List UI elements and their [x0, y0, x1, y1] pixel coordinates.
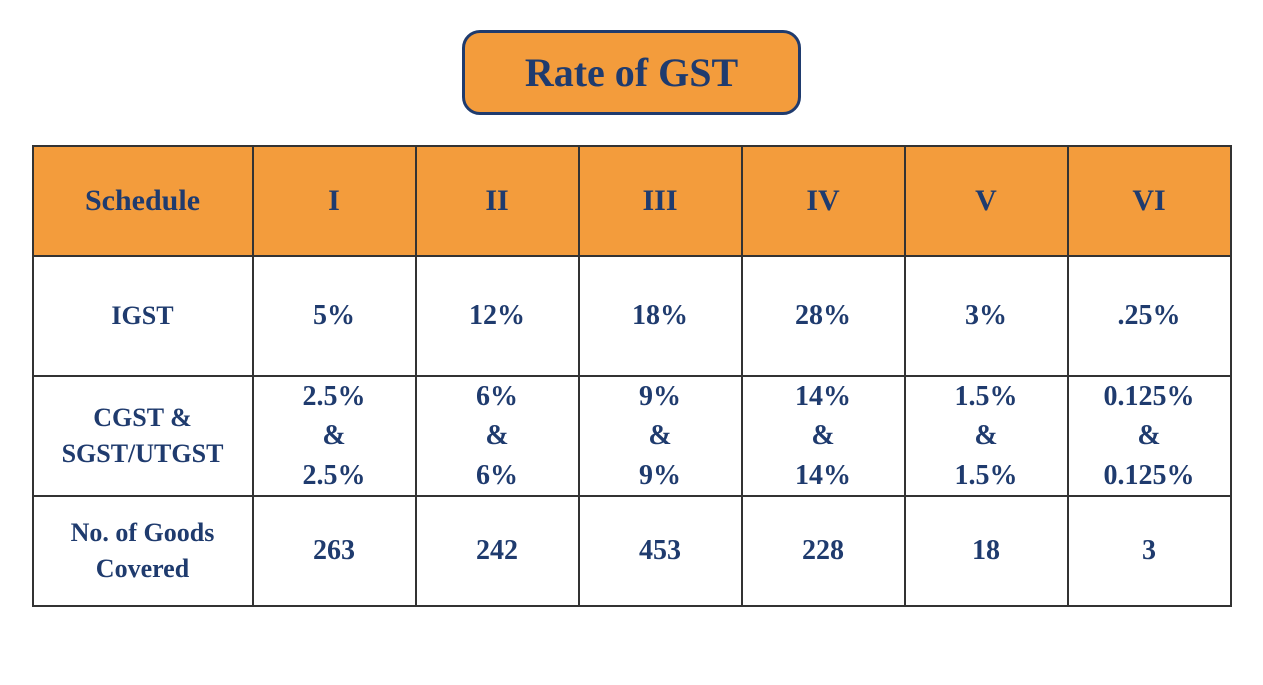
- header-schedule: Schedule: [33, 146, 253, 256]
- cgst-i-line3: 2.5%: [303, 460, 366, 491]
- goods-cell-ii: 242: [416, 496, 579, 606]
- cgst-cell-iv: 14% & 14%: [742, 376, 905, 496]
- cgst-cell-vi: 0.125% & 0.125%: [1068, 376, 1231, 496]
- igst-cell-iii: 18%: [579, 256, 742, 376]
- header-col-i: I: [253, 146, 416, 256]
- cgst-sgst-row: CGST & SGST/UTGST 2.5% & 2.5% 6% & 6% 9%…: [33, 376, 1231, 496]
- gst-table-container: Schedule I II III IV V VI IGST 5% 12% 18…: [32, 145, 1232, 607]
- cgst-vi-line2: &: [1137, 420, 1160, 451]
- title-box: Rate of GST: [462, 30, 801, 115]
- cgst-sgst-label: CGST & SGST/UTGST: [33, 376, 253, 496]
- header-col-iv: IV: [742, 146, 905, 256]
- cgst-i-line2: &: [322, 420, 345, 451]
- cgst-cell-ii: 6% & 6%: [416, 376, 579, 496]
- goods-label: No. of Goods Covered: [33, 496, 253, 606]
- cgst-v-line2: &: [974, 420, 997, 451]
- cgst-cell-i: 2.5% & 2.5%: [253, 376, 416, 496]
- header-col-v: V: [905, 146, 1068, 256]
- header-col-iii: III: [579, 146, 742, 256]
- cgst-label-line1: CGST &: [93, 403, 192, 432]
- title-text: Rate of GST: [525, 49, 738, 96]
- igst-cell-ii: 12%: [416, 256, 579, 376]
- header-row: Schedule I II III IV V VI: [33, 146, 1231, 256]
- cgst-iv-line3: 14%: [795, 460, 851, 491]
- cgst-iv-line1: 14%: [795, 381, 851, 412]
- cgst-cell-v: 1.5% & 1.5%: [905, 376, 1068, 496]
- cgst-iv-line2: &: [811, 420, 834, 451]
- gst-table: Schedule I II III IV V VI IGST 5% 12% 18…: [32, 145, 1232, 607]
- goods-label-line2: Covered: [96, 554, 189, 583]
- cgst-v-line3: 1.5%: [955, 460, 1018, 491]
- cgst-vi-line1: 0.125%: [1104, 381, 1195, 412]
- goods-cell-iv: 228: [742, 496, 905, 606]
- header-col-vi: VI: [1068, 146, 1231, 256]
- cgst-label-line2: SGST/UTGST: [62, 439, 224, 468]
- header-col-ii: II: [416, 146, 579, 256]
- cgst-ii-line3: 6%: [476, 460, 518, 491]
- igst-label: IGST: [33, 256, 253, 376]
- goods-label-line1: No. of Goods: [71, 518, 215, 547]
- cgst-v-line1: 1.5%: [955, 381, 1018, 412]
- goods-cell-iii: 453: [579, 496, 742, 606]
- cgst-ii-line1: 6%: [476, 381, 518, 412]
- cgst-iii-line2: &: [648, 420, 671, 451]
- goods-row: No. of Goods Covered 263 242 453 228 18 …: [33, 496, 1231, 606]
- cgst-ii-line2: &: [485, 420, 508, 451]
- cgst-cell-iii: 9% & 9%: [579, 376, 742, 496]
- igst-row: IGST 5% 12% 18% 28% 3% .25%: [33, 256, 1231, 376]
- cgst-vi-line3: 0.125%: [1104, 460, 1195, 491]
- igst-cell-i: 5%: [253, 256, 416, 376]
- cgst-i-line1: 2.5%: [303, 381, 366, 412]
- igst-cell-iv: 28%: [742, 256, 905, 376]
- cgst-iii-line1: 9%: [639, 381, 681, 412]
- goods-cell-i: 263: [253, 496, 416, 606]
- igst-cell-v: 3%: [905, 256, 1068, 376]
- goods-cell-v: 18: [905, 496, 1068, 606]
- igst-cell-vi: .25%: [1068, 256, 1231, 376]
- goods-cell-vi: 3: [1068, 496, 1231, 606]
- cgst-iii-line3: 9%: [639, 460, 681, 491]
